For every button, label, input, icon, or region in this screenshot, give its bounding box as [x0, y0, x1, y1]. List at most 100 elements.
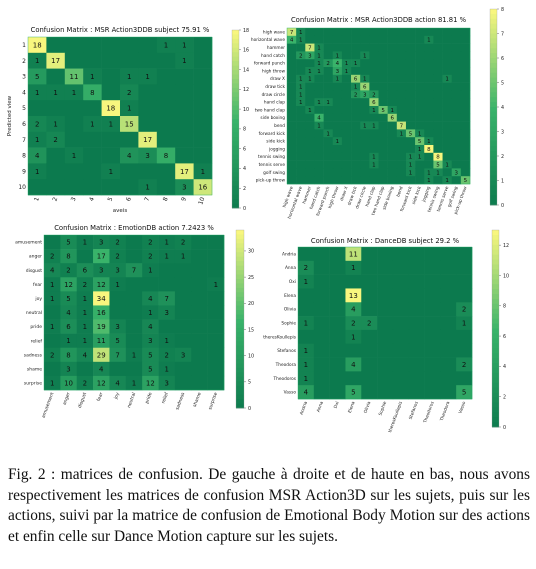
heatmap-cell [138, 131, 158, 148]
heatmap-cell [460, 67, 471, 76]
cell-value-label: 1 [409, 170, 413, 176]
heatmap-cell [387, 59, 398, 68]
heatmap-cell [451, 59, 462, 68]
cell-value-label: 8 [436, 155, 440, 161]
heatmap-cell [415, 176, 425, 185]
colorbar-segment [492, 362, 499, 369]
heatmap-cell [109, 375, 127, 391]
cell-value-label: 5 [464, 178, 468, 184]
x-tick-label: hammer [301, 185, 313, 204]
heatmap-cell [396, 28, 407, 37]
heatmap-cell [387, 67, 398, 76]
heatmap-cell [405, 152, 416, 161]
colorbar-segment [492, 417, 499, 423]
heatmap-cell [332, 121, 343, 130]
heatmap-cell [360, 160, 370, 169]
heatmap-cell [440, 260, 457, 275]
y-tick-label: bend [274, 123, 285, 129]
heatmap-cell [314, 106, 324, 115]
heatmap-cell [360, 145, 370, 154]
heatmap-cell [313, 385, 330, 400]
heatmap-cell [83, 84, 102, 101]
cell-value-label: 3 [115, 267, 119, 275]
heatmap-cell [341, 74, 352, 83]
heatmap-cell [287, 59, 297, 68]
colorbar-segment [232, 70, 239, 75]
y-tick-label: 1 [22, 42, 26, 49]
colorbar-segment [490, 62, 497, 69]
heatmap-cell [125, 249, 143, 264]
heatmap-cell [378, 168, 388, 177]
heatmap-cell [387, 121, 398, 130]
colorbar-segment [490, 141, 497, 147]
x-tick-label: sadness [174, 391, 186, 411]
colorbar-tick-label: 5 [501, 80, 504, 86]
colorbar-segment [232, 132, 239, 138]
heatmap-cell [64, 37, 84, 54]
heatmap-cell [361, 385, 378, 400]
heatmap-cell [378, 129, 388, 138]
heatmap-cell [142, 333, 159, 349]
heatmap-cell [109, 263, 127, 278]
heatmap-cell [287, 90, 297, 99]
y-tick-label: anger [29, 254, 42, 260]
colorbar-segment [236, 261, 244, 266]
cell-value-label: 2 [115, 239, 119, 247]
colorbar-segment [492, 328, 499, 334]
heatmap-cell [415, 90, 425, 99]
cell-value-label: 3 [99, 267, 103, 275]
heatmap-cell [415, 35, 425, 44]
heatmap-cell [345, 371, 362, 386]
cell-value-label: 2 [354, 92, 358, 98]
heatmap-cell [76, 277, 94, 292]
heatmap-cell [314, 59, 324, 68]
heatmap-cell [360, 113, 370, 122]
heatmap-cell [109, 249, 127, 264]
x-tick-label: Stefanos [408, 400, 420, 420]
colorbar-tick-label: 12 [503, 243, 509, 249]
heatmap-cell [377, 385, 394, 400]
heatmap-cell [456, 288, 473, 303]
heatmap-cell [369, 137, 379, 146]
heatmap-cell [415, 145, 425, 154]
heatmap-cell [329, 288, 346, 303]
heatmap-cell [351, 90, 361, 99]
heatmap-cell [287, 35, 297, 44]
heatmap-cell [460, 51, 471, 60]
heatmap-cell [369, 51, 379, 60]
colorbar-segment [236, 238, 244, 244]
heatmap-cell [60, 333, 78, 349]
heatmap-cell [351, 121, 361, 130]
heatmap-cell [369, 129, 379, 138]
colorbar-frame [231, 29, 240, 209]
heatmap-cell [76, 291, 94, 306]
heatmap-cell [341, 35, 352, 44]
heatmap-cell [298, 302, 315, 317]
colorbar-segment [490, 28, 497, 34]
colorbar-segment [232, 190, 239, 196]
heatmap-cell [142, 263, 159, 278]
heatmap-cell [442, 168, 452, 177]
y-tick-label: 9 [22, 168, 26, 175]
heatmap-cell [442, 82, 452, 91]
cell-value-label: 4 [336, 61, 340, 67]
y-tick-label: 6 [22, 121, 26, 128]
heatmap-cell [360, 51, 370, 60]
cell-value-label: 13 [349, 292, 358, 300]
heatmap-cell [442, 137, 452, 146]
heatmap-cell [193, 147, 213, 164]
heatmap-cell [387, 106, 398, 115]
y-tick-label: disgust [26, 268, 43, 274]
heatmap-cell [396, 106, 407, 115]
colorbar-segment [490, 175, 497, 181]
matrix-frame [27, 36, 213, 196]
cell-value-label: 1 [317, 45, 321, 51]
heatmap-cell [175, 163, 194, 180]
heatmap-cell [415, 59, 425, 68]
heatmap-cell [28, 84, 47, 101]
heatmap-cell [442, 43, 452, 52]
cell-value-label: 1 [214, 281, 218, 289]
heatmap-cell [332, 160, 343, 169]
heatmap-cell [142, 235, 159, 250]
heatmap-cell [345, 385, 362, 400]
